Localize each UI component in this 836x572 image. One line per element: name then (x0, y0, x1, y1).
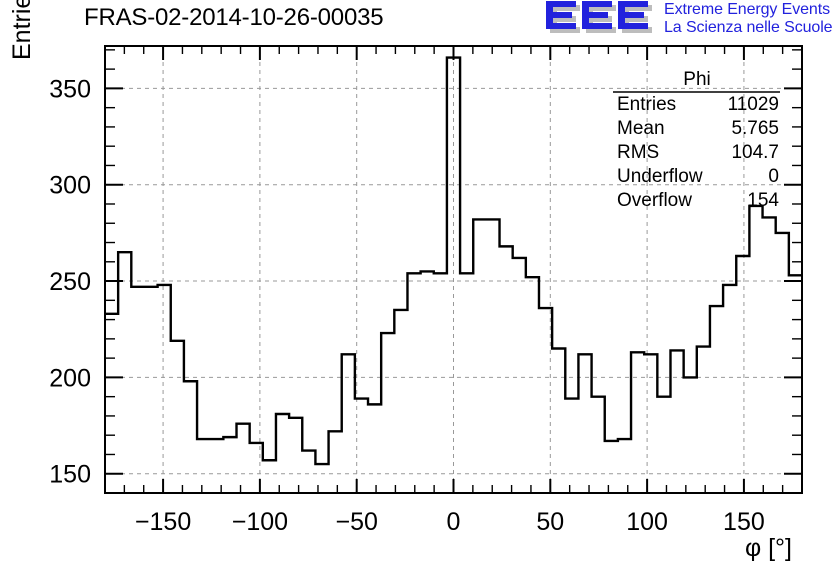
y-tick-label: 150 (49, 461, 91, 489)
stats-rows: Entries 11029 Mean 5.765 RMS 104.7 Underflow 0 O… (617, 94, 779, 211)
y-axis-tick-labels: 150 200 250 300 350 (49, 75, 91, 488)
x-axis-tick-labels: −150 −100 −50 0 50 100 150 (135, 508, 765, 536)
stats-row-value: 104.7 (731, 142, 779, 163)
y-tick-label: 250 (49, 268, 91, 296)
x-axis-label: φ [°] (745, 534, 792, 562)
histogram-curve (105, 56, 802, 466)
stats-row-label: Entries (617, 94, 676, 115)
x-tick-label: 150 (723, 508, 765, 536)
eee-logo: Extreme Energy Events La Scienza nelle S… (546, 1, 834, 39)
x-tick-label: 50 (536, 508, 564, 536)
stats-row-value: 154 (747, 190, 779, 211)
eee-logo-line2: La Scienza nelle Scuole (664, 19, 833, 36)
stats-box-title: Phi (683, 69, 710, 90)
x-tick-label: −150 (135, 508, 191, 536)
eee-logo-mark-icon (546, 1, 652, 33)
stats-box: Phi Entries 11029 Mean 5.765 RMS 104.7 Underfl… (613, 69, 780, 211)
histogram-outline (105, 56, 802, 466)
y-axis-label: Entries/bin (8, 0, 36, 60)
page-title: FRAS-02-2014-10-26-00035 (84, 4, 384, 31)
stats-row-label: RMS (617, 142, 659, 163)
x-tick-label: 0 (447, 508, 461, 536)
stats-row-value: 0 (768, 166, 779, 187)
eee-logo-text: Extreme Energy Events La Scienza nelle S… (664, 1, 833, 37)
y-axis-ticks (105, 49, 802, 494)
gridlines (105, 46, 802, 493)
x-tick-label: −50 (335, 508, 377, 536)
eee-logo-line1: Extreme Energy Events (664, 1, 830, 18)
stats-row-value: 5.765 (731, 118, 779, 139)
y-tick-label: 200 (49, 364, 91, 392)
y-tick-label: 300 (49, 172, 91, 200)
x-tick-label: 100 (626, 508, 668, 536)
y-tick-label: 350 (49, 75, 91, 103)
stats-row-label: Overflow (617, 190, 692, 211)
stats-row-value: 11029 (728, 94, 779, 115)
stats-row-label: Underflow (617, 166, 703, 187)
stats-row-label: Mean (617, 118, 665, 139)
x-axis-ticks (104, 46, 803, 493)
x-tick-label: −100 (232, 508, 288, 536)
